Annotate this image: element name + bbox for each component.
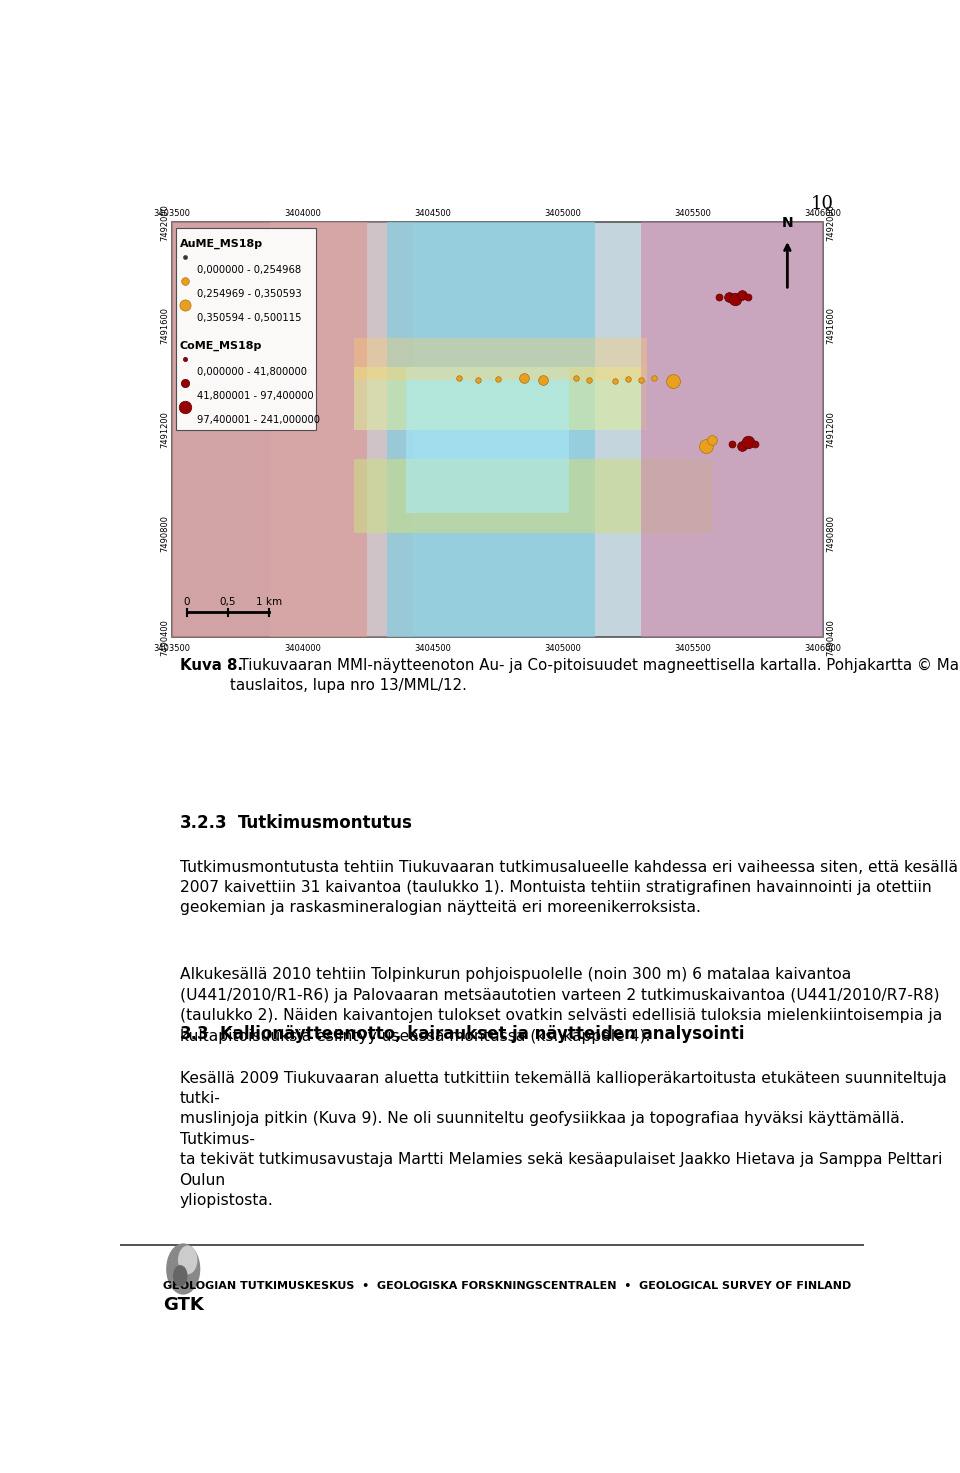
Text: 7491200: 7491200 xyxy=(160,411,169,448)
Bar xyxy=(172,222,368,638)
Text: 3405500: 3405500 xyxy=(675,209,711,218)
Text: 3.3: 3.3 xyxy=(180,1025,209,1043)
Text: 3405500: 3405500 xyxy=(675,644,711,653)
Bar xyxy=(354,367,647,430)
Circle shape xyxy=(179,1246,197,1274)
Text: 7491200: 7491200 xyxy=(826,411,835,448)
Text: 7490800: 7490800 xyxy=(160,516,169,552)
Text: 0: 0 xyxy=(183,597,190,607)
Text: Kuva 8.: Kuva 8. xyxy=(180,657,243,673)
Text: 3406000: 3406000 xyxy=(804,209,842,218)
Text: 7490400: 7490400 xyxy=(826,619,835,655)
Text: 3404000: 3404000 xyxy=(284,209,321,218)
Text: 0,5: 0,5 xyxy=(220,597,236,607)
Text: 97,400001 - 241,000000: 97,400001 - 241,000000 xyxy=(197,415,320,424)
Text: Alkukesällä 2010 tehtiin Tolpinkurun pohjoispuolelle (noin 300 m) 6 matalaa kaiv: Alkukesällä 2010 tehtiin Tolpinkurun poh… xyxy=(180,968,942,1043)
Text: 7491600: 7491600 xyxy=(826,308,835,345)
Text: 0,350594 - 0,500115: 0,350594 - 0,500115 xyxy=(197,312,301,323)
Text: 7492000: 7492000 xyxy=(826,203,835,240)
Bar xyxy=(387,222,595,638)
Bar xyxy=(354,458,712,533)
Text: 41,800001 - 97,400000: 41,800001 - 97,400000 xyxy=(197,392,313,401)
Text: 1 km: 1 km xyxy=(255,597,282,607)
Text: 7490800: 7490800 xyxy=(826,516,835,552)
Text: 3405000: 3405000 xyxy=(544,644,581,653)
Text: CoME_MS18p: CoME_MS18p xyxy=(180,342,262,352)
Text: 3403500: 3403500 xyxy=(154,209,191,218)
FancyBboxPatch shape xyxy=(176,228,316,430)
Text: GEOLOGIAN TUTKIMUSKESKUS  •  GEOLOGISKA FORSKNINGSCENTRALEN  •  GEOLOGICAL SURVE: GEOLOGIAN TUTKIMUSKESKUS • GEOLOGISKA FO… xyxy=(163,1282,851,1290)
Text: AuME_MS18p: AuME_MS18p xyxy=(180,239,263,249)
Bar xyxy=(354,339,647,380)
Bar xyxy=(406,367,569,513)
Text: 0,000000 - 0,254968: 0,000000 - 0,254968 xyxy=(197,265,300,275)
Text: 3405000: 3405000 xyxy=(544,209,581,218)
Text: N: N xyxy=(781,217,793,230)
Text: 3404500: 3404500 xyxy=(414,644,451,653)
Text: 3403500: 3403500 xyxy=(154,644,191,653)
Text: 10: 10 xyxy=(811,194,834,214)
Circle shape xyxy=(174,1265,187,1286)
Text: Tiukuvaaran MMI-näytteenoton Au- ja Co-pitoisuudet magneettisella kartalla. Pohj: Tiukuvaaran MMI-näytteenoton Au- ja Co-p… xyxy=(230,657,960,694)
FancyBboxPatch shape xyxy=(172,222,823,638)
Text: 3.2.3: 3.2.3 xyxy=(180,815,228,832)
Text: 7492000: 7492000 xyxy=(160,203,169,240)
Text: 3404000: 3404000 xyxy=(284,644,321,653)
Text: Kallionäytteenotto, kairaukset ja näytteiden analysointi: Kallionäytteenotto, kairaukset ja näytte… xyxy=(221,1025,745,1043)
Text: Tutkimusmontutusta tehtiin Tiukuvaaran tutkimusalueelle kahdessa eri vaiheessa s: Tutkimusmontutusta tehtiin Tiukuvaaran t… xyxy=(180,860,957,915)
Circle shape xyxy=(167,1245,200,1293)
Text: Tutkimusmontutus: Tutkimusmontutus xyxy=(237,815,413,832)
Bar xyxy=(641,222,823,638)
Text: 0,254969 - 0,350593: 0,254969 - 0,350593 xyxy=(197,289,301,299)
Bar xyxy=(270,222,413,638)
Text: 3406000: 3406000 xyxy=(804,644,842,653)
Text: 7491600: 7491600 xyxy=(160,308,169,345)
Text: 7490400: 7490400 xyxy=(160,619,169,655)
Text: 3404500: 3404500 xyxy=(414,209,451,218)
Text: 0,000000 - 41,800000: 0,000000 - 41,800000 xyxy=(197,367,306,377)
Text: Kesällä 2009 Tiukuvaaran aluetta tutkittiin tekemällä kallioperäkartoitusta etuk: Kesällä 2009 Tiukuvaaran aluetta tutkitt… xyxy=(180,1071,947,1208)
Text: GTK: GTK xyxy=(163,1296,204,1314)
